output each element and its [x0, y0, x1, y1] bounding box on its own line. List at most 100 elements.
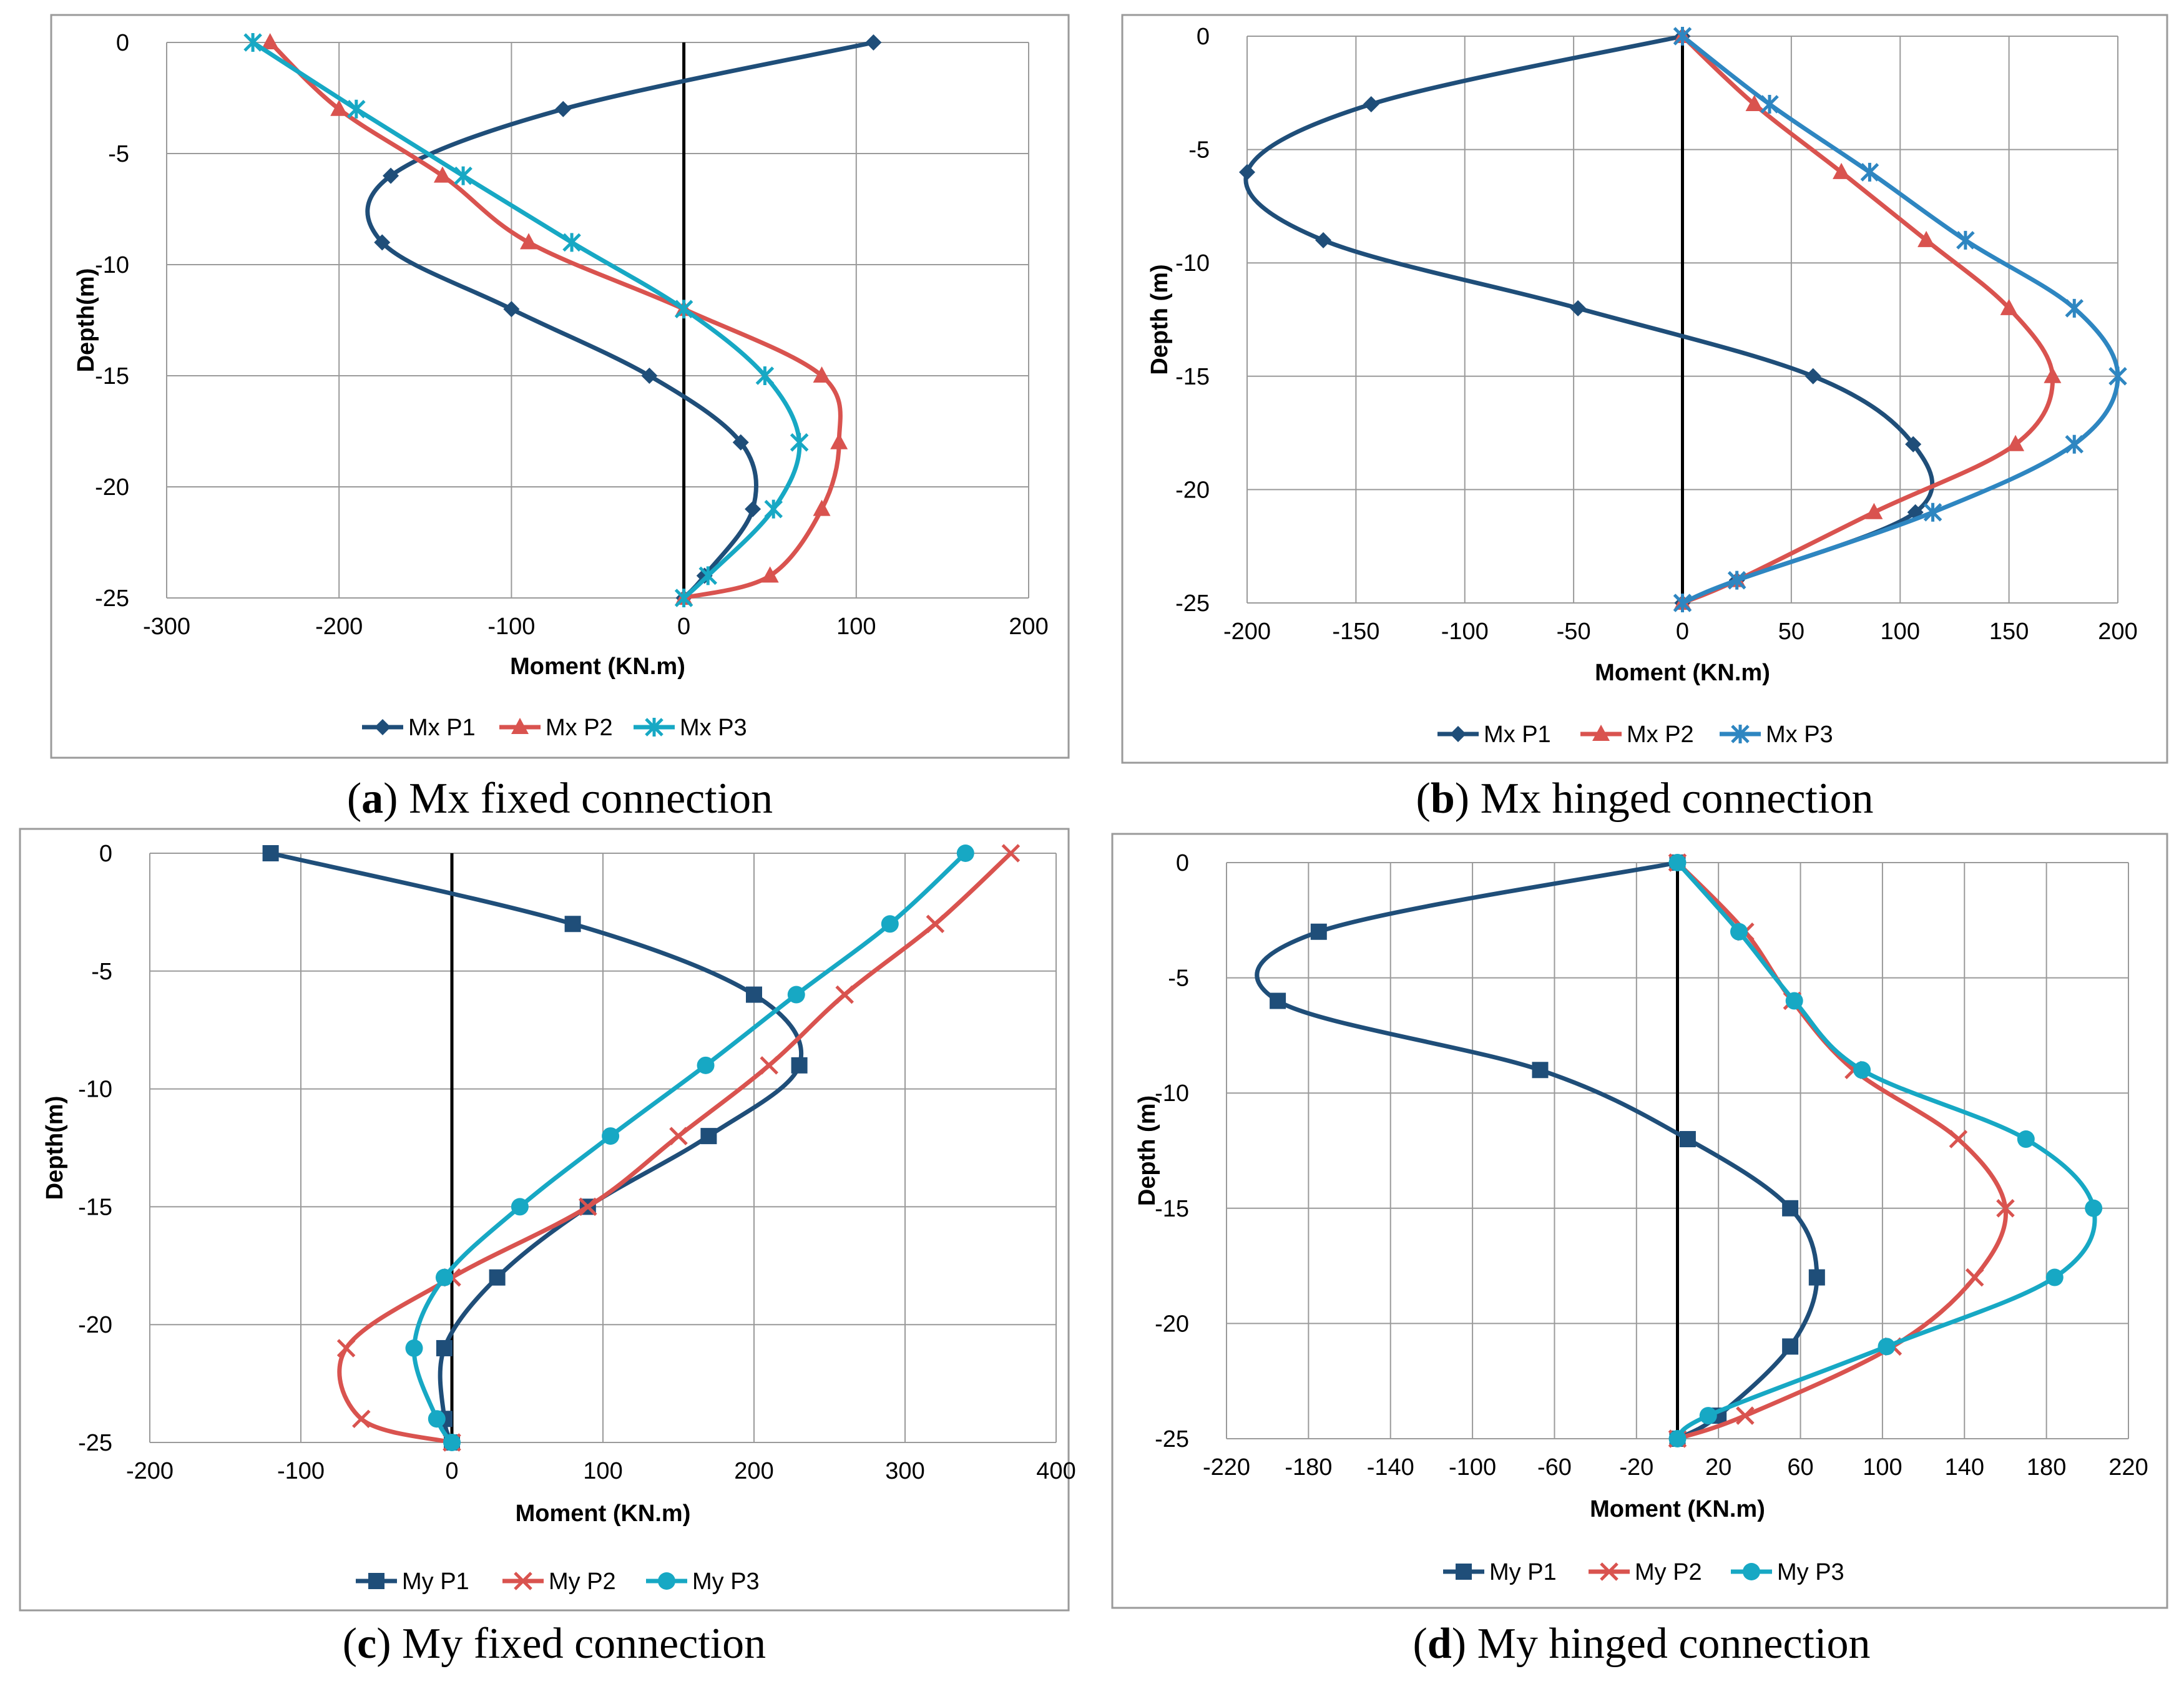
point-d-2-1: [1730, 923, 1748, 941]
legend-label-b-1: Mx P2: [1627, 722, 1694, 748]
y-tick-label-d-3: -15: [1155, 1196, 1189, 1222]
x-tick-label-b-5: 50: [1778, 619, 1804, 645]
legend-marker-c-0: [368, 1573, 384, 1589]
point-b-0-6: [1905, 436, 1922, 453]
x-tick-label-d-10: 180: [2027, 1454, 2066, 1481]
point-a-0-4: [503, 301, 520, 318]
x-tick-label-c-6: 400: [1036, 1458, 1075, 1484]
point-c-1-1: [926, 914, 945, 934]
series-line-b-2: [1681, 34, 2120, 605]
y-tick-label-a-5: -25: [95, 585, 129, 612]
x-tick-label-a-4: 100: [836, 614, 876, 640]
point-d-0-3: [1532, 1062, 1549, 1079]
point-d-2-7: [1878, 1338, 1896, 1356]
x-tick-label-d-7: 60: [1787, 1454, 1813, 1481]
point-d-1-6: [1965, 1268, 1984, 1287]
y-tick-label-d-4: -20: [1155, 1311, 1189, 1337]
y-tick-label-b-1: -5: [1188, 137, 1210, 164]
x-tick-label-a-0: -300: [143, 614, 190, 640]
legend-label-d-2: My P3: [1777, 1559, 1844, 1585]
x-tick-label-a-3: 0: [677, 614, 690, 640]
point-b-1-3: [1917, 230, 1936, 247]
point-d-1-5: [1996, 1199, 2015, 1218]
series-line-d-1: [1675, 861, 2008, 1441]
caption-b-letter: b: [1431, 775, 1455, 823]
point-c-2-9: [443, 1434, 461, 1451]
x-tick-label-d-4: -60: [1537, 1454, 1572, 1481]
point-d-0-2: [1270, 992, 1286, 1009]
point-d-2-8: [1699, 1407, 1717, 1425]
point-b-2-3: [1956, 230, 1975, 250]
series-line-c-1: [337, 851, 1012, 1445]
chart-my-hinged: -220 -180 -140 -100 -60 -20 20 60 100 140 180 220 0 -…: [1134, 850, 2148, 1585]
chart-mx-hinged: -200 -150 -100 -50 0 50 100 150 200 0 -5 -10 -15 -20 -…: [1147, 24, 2138, 748]
point-b-1-4: [2000, 298, 2018, 315]
point-a-0-7: [745, 501, 761, 517]
series-line-a-1: [268, 41, 843, 600]
x-tick-label-b-8: 200: [2098, 619, 2137, 645]
point-c-0-7: [436, 1339, 453, 1356]
point-b-1-1: [1745, 94, 1763, 111]
point-b-1-6: [2007, 434, 2025, 451]
caption-c: (c) My fixed connection: [343, 1620, 766, 1668]
caption-b-text: Mx hinged connection: [1481, 775, 1874, 823]
point-c-0-6: [489, 1269, 506, 1286]
point-c-1-8: [352, 1409, 371, 1429]
series-line-a-2: [252, 41, 802, 600]
point-b-1-5: [2044, 366, 2062, 383]
point-d-2-2: [1785, 992, 1803, 1010]
point-b-2-4: [2065, 298, 2084, 318]
point-c-2-8: [428, 1410, 446, 1428]
point-b-1-2: [1833, 162, 1851, 179]
x-tick-label-c-2: 0: [445, 1458, 458, 1484]
point-b-1-7: [1865, 502, 1883, 519]
point-a-1-5: [813, 366, 831, 383]
point-a-1-1: [330, 99, 348, 116]
legend-label-d-1: My P2: [1635, 1559, 1702, 1585]
point-a-2-0: [243, 33, 262, 52]
point-d-2-4: [2017, 1130, 2035, 1148]
panel-frame-d: [1111, 833, 2168, 1609]
caption-a-letter: a: [361, 775, 383, 823]
legend-label-c-1: My P2: [549, 1569, 616, 1595]
legend-marker-b-0: [1450, 726, 1466, 742]
point-d-2-3: [1853, 1061, 1871, 1079]
caption-b: (b) Mx hinged connection: [1416, 775, 1874, 823]
point-c-2-2: [787, 986, 805, 1004]
x-tick-label-c-3: 100: [583, 1458, 622, 1484]
point-d-0-7: [1782, 1338, 1799, 1355]
x-axis-label-b: Moment (KN.m): [1595, 660, 1770, 686]
panel-frame-c: [19, 828, 1070, 1612]
legend-marker-a-0: [375, 719, 391, 735]
x-tick-label-a-1: -200: [315, 614, 363, 640]
point-b-0-1: [1363, 95, 1379, 112]
point-a-2-2: [454, 166, 473, 185]
x-tick-label-b-2: -100: [1441, 619, 1489, 645]
y-tick-label-d-0: 0: [1176, 850, 1189, 876]
point-b-2-6: [2065, 434, 2084, 454]
y-tick-label-a-2: -10: [95, 252, 129, 278]
point-b-2-8: [1727, 570, 1746, 590]
x-tick-label-b-7: 150: [1989, 619, 2029, 645]
point-c-0-1: [564, 916, 581, 933]
point-a-1-2: [433, 166, 451, 183]
point-d-0-1: [1310, 923, 1327, 940]
y-tick-label-c-4: -20: [78, 1312, 112, 1338]
y-tick-label-c-3: -15: [78, 1194, 112, 1220]
y-tick-label-a-3: -15: [95, 363, 129, 389]
legend-label-b-2: Mx P3: [1766, 722, 1833, 748]
point-d-2-6: [2045, 1268, 2064, 1286]
x-tick-label-d-11: 220: [2108, 1454, 2148, 1481]
x-tick-label-b-3: -50: [1557, 619, 1591, 645]
point-a-2-6: [790, 433, 809, 452]
legend-label-c-0: My P1: [402, 1569, 469, 1595]
point-a-2-7: [764, 499, 783, 519]
legend-marker-d-0: [1456, 1564, 1472, 1580]
point-b-0-3: [1315, 232, 1332, 248]
panel-frame-a: [50, 14, 1070, 759]
point-b-0-4: [1570, 300, 1587, 316]
point-b-2-9: [1673, 594, 1692, 612]
legend-label-b-0: Mx P1: [1484, 722, 1551, 748]
series-line-b-0: [1243, 34, 1935, 605]
